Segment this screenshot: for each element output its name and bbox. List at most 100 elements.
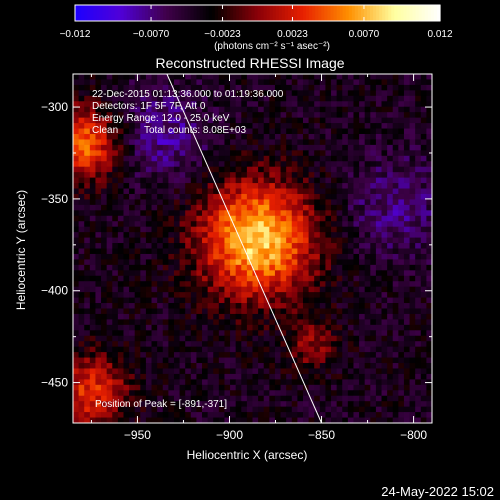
heatmap-cell bbox=[134, 270, 141, 277]
heatmap-cell bbox=[73, 313, 80, 320]
heatmap-cell bbox=[415, 106, 422, 113]
heatmap-cell bbox=[336, 101, 343, 108]
heatmap-cell bbox=[392, 232, 399, 238]
heatmap-cell bbox=[246, 232, 253, 238]
heatmap-cell bbox=[291, 313, 298, 320]
heatmap-cell bbox=[336, 270, 343, 277]
heatmap-cell bbox=[426, 373, 433, 380]
heatmap-cell bbox=[112, 303, 119, 309]
heatmap-cell bbox=[207, 226, 214, 233]
heatmap-cell bbox=[157, 243, 164, 249]
heatmap-cell bbox=[252, 286, 259, 293]
heatmap-cell bbox=[151, 79, 158, 86]
heatmap-cell bbox=[162, 275, 169, 282]
heatmap-cell bbox=[269, 248, 276, 255]
colorbar-segment bbox=[178, 5, 183, 21]
heatmap-cell bbox=[196, 117, 203, 124]
heatmap-cell bbox=[145, 281, 152, 288]
heatmap-cell bbox=[140, 264, 147, 271]
heatmap-cell bbox=[297, 384, 304, 391]
heatmap-cell bbox=[123, 373, 130, 380]
colorbar-segment bbox=[412, 5, 417, 21]
heatmap-cell bbox=[420, 101, 427, 108]
heatmap-cell bbox=[162, 308, 169, 315]
heatmap-cell bbox=[140, 373, 147, 380]
heatmap-cell bbox=[336, 237, 343, 244]
colorbar-segment bbox=[303, 5, 307, 21]
heatmap-cell bbox=[106, 215, 113, 222]
heatmap-cell bbox=[342, 101, 349, 108]
heatmap-cell bbox=[207, 270, 214, 277]
heatmap-cell bbox=[302, 243, 309, 249]
heatmap-cell bbox=[308, 253, 315, 260]
heatmap-cell bbox=[387, 199, 394, 206]
heatmap-cell bbox=[207, 221, 214, 228]
heatmap-cell bbox=[331, 319, 338, 326]
heatmap-cell bbox=[359, 308, 366, 315]
heatmap-cell bbox=[286, 401, 293, 408]
heatmap-cell bbox=[173, 341, 180, 348]
heatmap-cell bbox=[213, 303, 220, 309]
heatmap-cell bbox=[331, 139, 338, 146]
heatmap-cell bbox=[403, 395, 410, 402]
heatmap-cell bbox=[252, 352, 259, 358]
heatmap-cell bbox=[375, 221, 382, 228]
heatmap-cell bbox=[258, 352, 265, 358]
colorbar-unit-label: (photons cm⁻² s⁻¹ asec⁻²) bbox=[214, 41, 330, 52]
heatmap-cell bbox=[420, 406, 427, 413]
heatmap-cell bbox=[213, 155, 220, 162]
heatmap-cell bbox=[106, 363, 113, 369]
heatmap-cell bbox=[336, 357, 343, 364]
heatmap-cell bbox=[89, 188, 96, 195]
heatmap-cell bbox=[353, 390, 360, 397]
heatmap-cell bbox=[286, 193, 293, 200]
heatmap-cell bbox=[123, 357, 130, 364]
heatmap-cell bbox=[336, 199, 343, 206]
heatmap-cell bbox=[112, 292, 119, 298]
heatmap-cell bbox=[246, 417, 253, 424]
heatmap-cell bbox=[106, 292, 113, 298]
heatmap-cell bbox=[117, 177, 124, 184]
heatmap-cell bbox=[78, 123, 85, 129]
heatmap-cell bbox=[302, 177, 309, 184]
heatmap-cell bbox=[213, 123, 220, 129]
heatmap-cell bbox=[117, 412, 124, 418]
heatmap-cell bbox=[336, 313, 343, 320]
heatmap-cell bbox=[213, 172, 220, 179]
heatmap-cell bbox=[106, 74, 113, 80]
heatmap-cell bbox=[241, 346, 248, 353]
heatmap-cell bbox=[319, 352, 326, 358]
heatmap-cell bbox=[112, 297, 119, 304]
heatmap-cell bbox=[359, 95, 366, 102]
heatmap-cell bbox=[415, 384, 422, 391]
heatmap-cell bbox=[224, 335, 231, 342]
heatmap-cell bbox=[112, 166, 119, 173]
heatmap-cell bbox=[387, 352, 394, 358]
heatmap-cell bbox=[353, 373, 360, 380]
heatmap-cell bbox=[168, 144, 175, 151]
heatmap-cell bbox=[409, 84, 416, 91]
heatmap-cell bbox=[291, 395, 298, 402]
heatmap-cell bbox=[314, 292, 321, 298]
heatmap-cell bbox=[140, 379, 147, 386]
heatmap-cell bbox=[106, 286, 113, 293]
heatmap-cell bbox=[173, 133, 180, 140]
heatmap-cell bbox=[202, 90, 209, 97]
heatmap-cell bbox=[218, 303, 225, 309]
heatmap-cell bbox=[140, 270, 147, 277]
heatmap-cell bbox=[347, 412, 354, 418]
heatmap-cell bbox=[129, 243, 136, 249]
heatmap-cell bbox=[202, 346, 209, 353]
heatmap-cell bbox=[297, 161, 304, 168]
heatmap-cell bbox=[347, 417, 354, 424]
heatmap-cell bbox=[168, 379, 175, 386]
heatmap-cell bbox=[84, 90, 91, 97]
heatmap-cell bbox=[246, 412, 253, 418]
heatmap-cell bbox=[269, 232, 276, 238]
heatmap-cell bbox=[213, 308, 220, 315]
heatmap-cell bbox=[353, 204, 360, 211]
heatmap-cell bbox=[269, 215, 276, 222]
heatmap-cell bbox=[426, 303, 433, 309]
colorbar-segment bbox=[217, 5, 222, 21]
heatmap-cell bbox=[308, 150, 315, 157]
